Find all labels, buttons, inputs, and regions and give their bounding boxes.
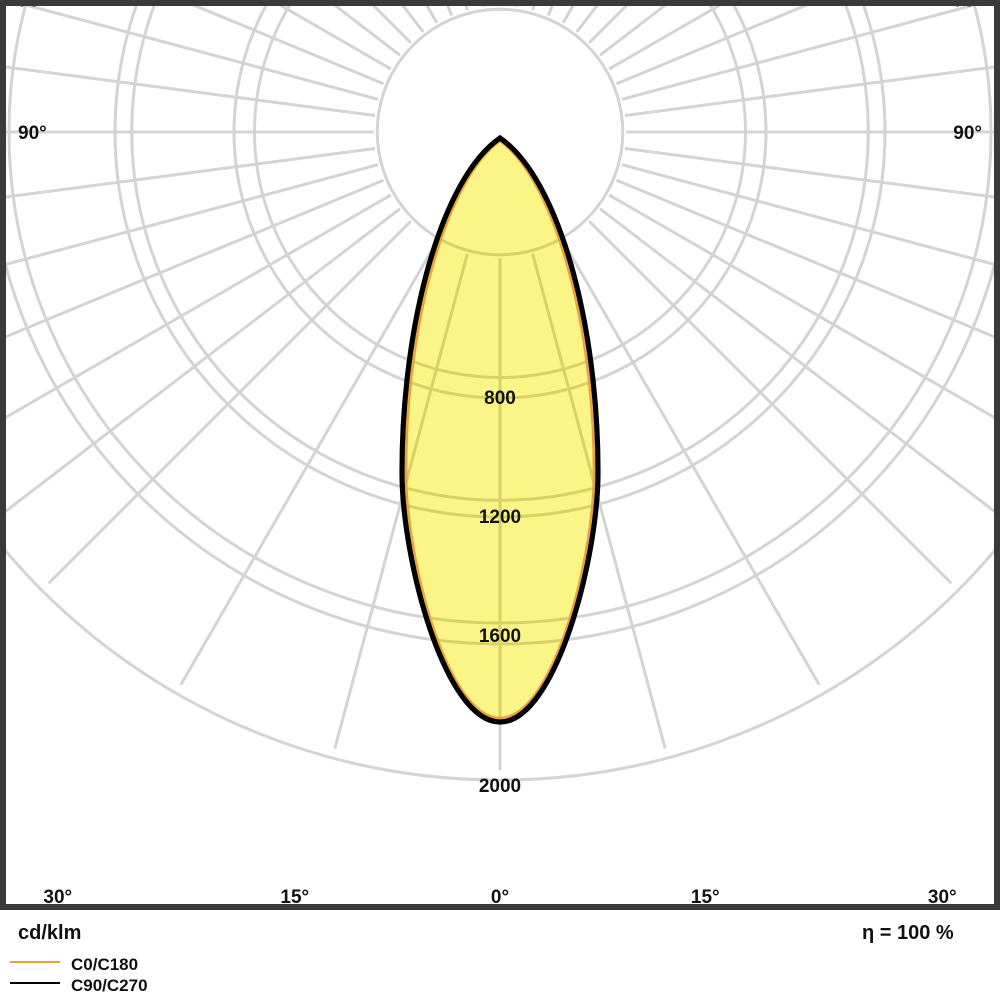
svg-text:1200: 1200 [479,507,521,528]
svg-text:800: 800 [484,388,516,409]
svg-text:1600: 1600 [479,626,521,647]
svg-text:90°: 90° [18,123,47,144]
svg-text:2000: 2000 [479,776,521,797]
svg-text:30°: 30° [928,887,957,908]
svg-text:15°: 15° [280,887,309,908]
svg-text:30°: 30° [43,887,72,908]
svg-text:90°: 90° [953,123,982,144]
svg-text:0°: 0° [491,887,509,908]
svg-text:75°: 75° [953,0,982,12]
svg-text:15°: 15° [691,887,720,908]
svg-text:75°: 75° [18,0,47,12]
